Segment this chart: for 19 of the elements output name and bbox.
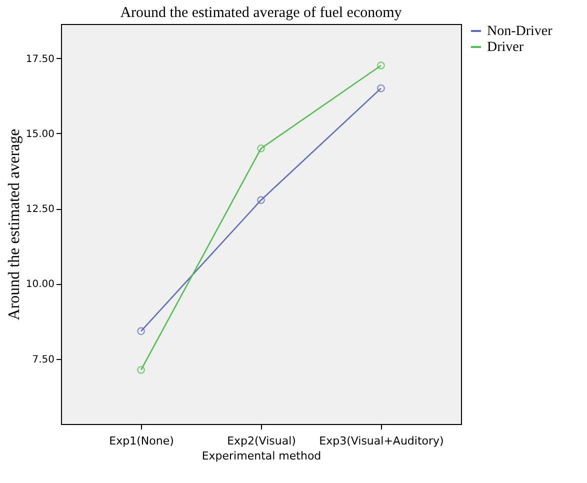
y-tick-label: 15.00 bbox=[26, 128, 54, 140]
x-tick-label: Exp2(Visual) bbox=[227, 434, 296, 448]
point bbox=[257, 196, 265, 204]
y-axis-title: Around the estimated average bbox=[6, 128, 23, 320]
legend-label: Non-Driver bbox=[487, 24, 553, 39]
chart-title: Around the estimated average of fuel economy bbox=[120, 5, 402, 21]
y-tick-label: 17.50 bbox=[26, 54, 54, 65]
x-tick-label: Exp1(None) bbox=[109, 434, 174, 448]
point bbox=[257, 144, 265, 152]
point bbox=[137, 366, 145, 374]
point bbox=[377, 62, 385, 70]
x-axis-title: Experimental method bbox=[202, 450, 322, 462]
y-tick-label: 12.50 bbox=[26, 204, 54, 216]
y-tick-label: 10.00 bbox=[26, 279, 54, 290]
point bbox=[137, 327, 145, 336]
x-tick-label: Exp3(Visual+Auditory) bbox=[319, 434, 444, 448]
point bbox=[377, 84, 385, 92]
legend-label: Driver bbox=[487, 40, 524, 55]
y-tick-label: 7.50 bbox=[32, 354, 54, 366]
